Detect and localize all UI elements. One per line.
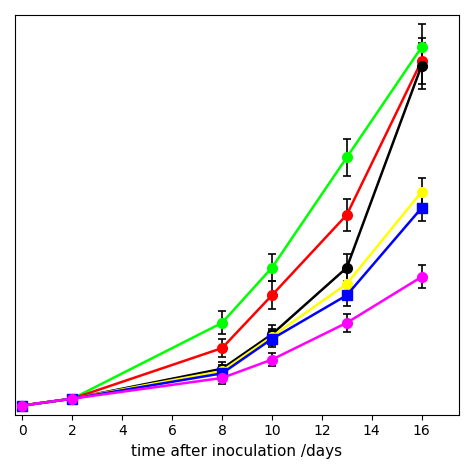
X-axis label: time after inoculation /days: time after inoculation /days <box>131 444 343 459</box>
